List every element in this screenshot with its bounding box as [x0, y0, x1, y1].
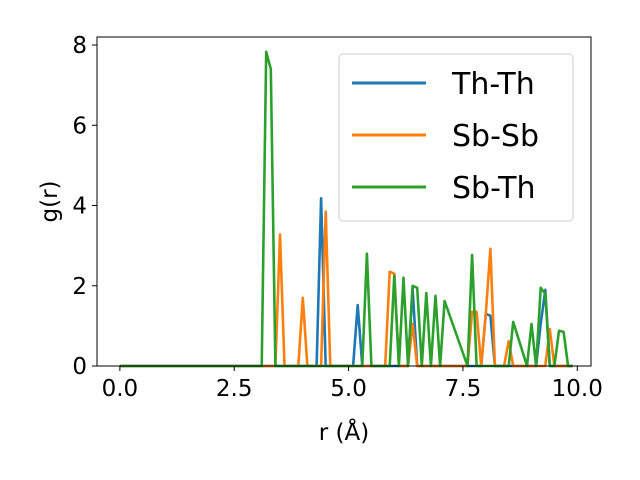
legend-label-sb-th: Sb-Th: [452, 171, 536, 206]
x-axis-label: r (Å): [319, 418, 369, 446]
y-tick-label: 4: [72, 194, 87, 220]
x-axis: 0.0 2.5 5.0 7.5 10.0: [102, 366, 603, 402]
legend-box: [338, 53, 574, 222]
x-tick-label: 7.5: [445, 376, 482, 402]
y-tick-label: 2: [72, 274, 87, 300]
y-axis-label: g(r): [37, 180, 63, 222]
series-line-th-th: [119, 197, 573, 368]
series-line-sb-th: [119, 50, 573, 368]
series-line-sb-sb: [119, 210, 573, 368]
x-tick-label: 2.5: [216, 376, 253, 402]
x-tick-label: 5.0: [330, 376, 367, 402]
x-tick-label: 0.0: [102, 376, 139, 402]
y-tick-label: 8: [72, 33, 87, 59]
legend: Th-Th Sb-Sb Sb-Th: [338, 53, 574, 222]
legend-label-th-th: Th-Th: [451, 67, 535, 102]
y-tick-label: 0: [72, 354, 87, 380]
y-axis: 0 2 4 6 8: [72, 33, 97, 380]
legend-label-sb-sb: Sb-Sb: [452, 119, 539, 154]
plot-frame: [96, 36, 592, 367]
x-tick-label: 10.0: [552, 376, 603, 402]
y-tick-label: 6: [72, 113, 87, 139]
